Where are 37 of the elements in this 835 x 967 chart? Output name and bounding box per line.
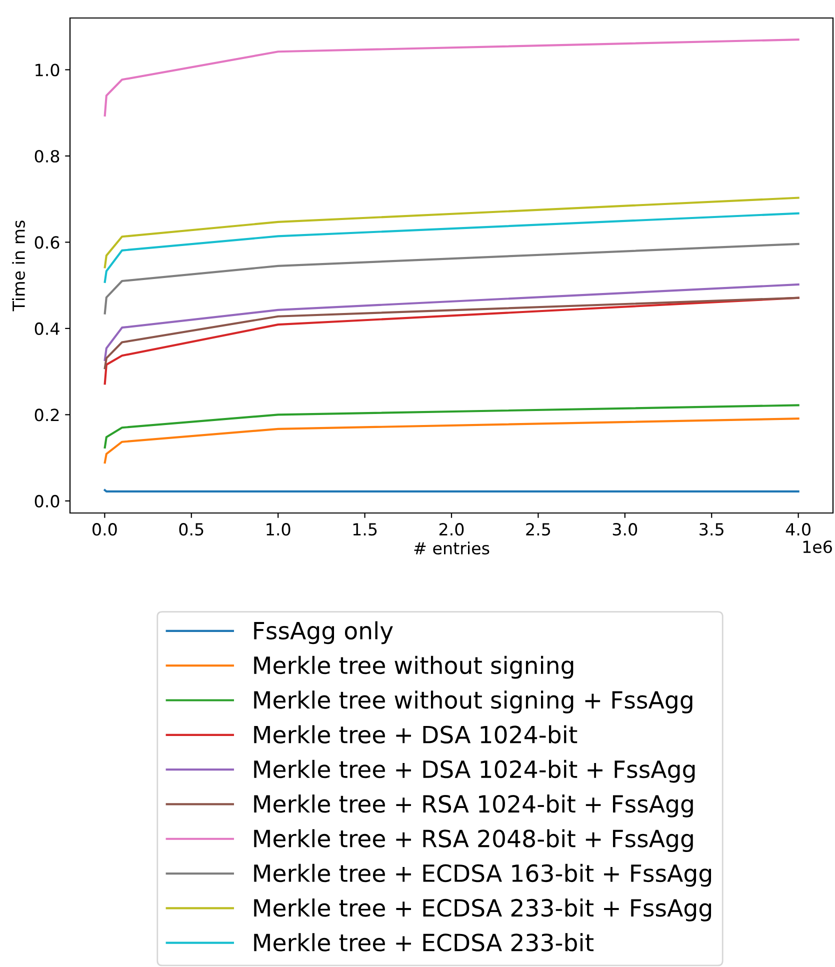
legend-label: Merkle tree + DSA 1024-bit + FssAgg xyxy=(254,760,695,783)
x-tick-label: 3.0 xyxy=(612,523,638,536)
y-tick-label: 0.8 xyxy=(34,150,60,163)
line-series xyxy=(104,296,800,385)
x-tick-label: 1.0 xyxy=(266,523,290,536)
line-series xyxy=(104,212,800,283)
y-tick-label: 0.2 xyxy=(34,408,59,422)
x-tick-label: 0.0 xyxy=(92,523,117,536)
line-series xyxy=(104,283,800,361)
y-tick-label: 0.0 xyxy=(34,494,60,508)
legend-label: Merkle tree + ECDSA 163-bit + FssAgg xyxy=(254,864,712,887)
y-tick-label: 0.6 xyxy=(34,236,60,249)
y-tick-label: 0.4 xyxy=(34,322,60,336)
y-axis-title: Time in ms xyxy=(12,220,25,312)
line-series xyxy=(104,196,800,268)
line-series xyxy=(104,38,800,116)
legend-label: Merkle tree + DSA 1024-bit xyxy=(254,725,578,744)
legend-label: Merkle tree + RSA 2048-bit + FssAgg xyxy=(254,829,693,852)
x-axis-title: # entries xyxy=(414,542,490,555)
x-tick-label: 2.5 xyxy=(526,523,550,536)
legend-label: Merkle tree + ECDSA 233-bit xyxy=(254,933,594,952)
x-tick-label: 0.5 xyxy=(179,523,204,536)
line-series xyxy=(104,242,800,314)
line-series xyxy=(104,404,800,449)
line-series xyxy=(104,296,800,370)
text: 1e6 xyxy=(803,540,832,554)
legend-label: Merkle tree + ECDSA 233-bit + FssAgg xyxy=(254,898,712,922)
x-tick-label: 4.0 xyxy=(786,523,810,536)
x-tick-label: 1.5 xyxy=(353,523,377,536)
legend-label: FssAgg only xyxy=(254,621,393,644)
x-tick-label: 2.0 xyxy=(439,523,464,536)
x-tick-label: 3.5 xyxy=(700,523,724,536)
legend-label: Merkle tree + RSA 1024-bit + FssAgg xyxy=(254,794,693,818)
line-series xyxy=(104,418,800,464)
legend-label: Merkle tree without signing xyxy=(254,656,574,679)
legend-label: Merkle tree without signing + FssAgg xyxy=(254,690,692,714)
y-tick-label: 1.0 xyxy=(36,64,60,76)
